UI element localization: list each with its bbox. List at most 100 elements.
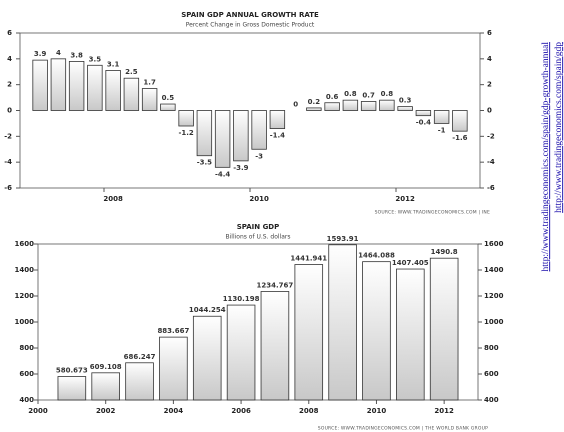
x-tick-label: 2008 xyxy=(103,195,123,203)
value-label: 3.1 xyxy=(107,60,120,68)
value-label: 686.247 xyxy=(124,353,156,361)
chart-subtitle: Billions of U.S. dollars xyxy=(226,234,291,241)
value-label: 0.3 xyxy=(399,97,412,105)
bar xyxy=(123,77,140,111)
value-label: 0.8 xyxy=(381,90,394,98)
bar xyxy=(141,88,158,111)
x-tick-label: 2008 xyxy=(299,407,319,415)
bar xyxy=(178,110,194,127)
bar xyxy=(362,261,391,401)
chart-title: SPAIN GDP xyxy=(237,223,280,231)
value-label: 3.8 xyxy=(70,51,83,59)
bar xyxy=(160,103,176,111)
value-label: 0.5 xyxy=(162,94,175,102)
y-tick-label: 4 xyxy=(7,55,12,63)
bar xyxy=(105,70,121,111)
x-tick-label: 2012 xyxy=(395,195,415,203)
bar xyxy=(226,304,256,401)
bar xyxy=(328,244,357,401)
bar xyxy=(32,59,48,111)
value-label: -4.4 xyxy=(215,170,230,178)
value-label: 1130.198 xyxy=(223,295,260,303)
y-tick-label: 6 xyxy=(7,29,12,37)
bar xyxy=(429,257,459,401)
bar xyxy=(233,110,249,162)
y-tick-label: 1400 xyxy=(15,266,35,274)
value-label: 0.8 xyxy=(344,90,357,98)
bar xyxy=(342,99,359,111)
y-tick-label: 600 xyxy=(19,370,34,378)
y-tick-label: -2 xyxy=(4,132,12,140)
y-tick-label: 800 xyxy=(19,344,34,352)
y-tick-label: 1600 xyxy=(15,240,35,248)
bar xyxy=(57,376,87,401)
bar xyxy=(192,315,222,401)
chart-subtitle: Percent Change in Gross Domestic Product xyxy=(186,22,315,29)
bar xyxy=(251,110,267,150)
value-label: 580.673 xyxy=(56,367,88,375)
value-label: 883.667 xyxy=(157,327,189,335)
x-tick-label: 2012 xyxy=(434,407,454,415)
bar xyxy=(196,110,213,157)
value-label: 3.9 xyxy=(34,50,47,58)
value-label: -1.4 xyxy=(270,132,285,140)
value-label: 0 xyxy=(293,101,298,109)
bar xyxy=(397,106,413,111)
source: SOURCE: WWW.TRADINGECONOMICS.COM | THE W… xyxy=(318,426,488,432)
value-label: 1441.941 xyxy=(290,255,327,263)
value-label: 1464.088 xyxy=(358,252,395,260)
bar xyxy=(50,58,67,111)
y-tick-label: 1600 xyxy=(484,240,504,248)
y-tick-label: 1200 xyxy=(15,292,35,300)
bar xyxy=(360,101,377,111)
y-tick-label: -4 xyxy=(487,158,495,166)
value-label: -3.5 xyxy=(197,159,212,167)
bar xyxy=(269,110,286,129)
bar xyxy=(396,268,425,401)
bar xyxy=(68,61,85,111)
x-tick-label: 2010 xyxy=(367,407,387,415)
y-tick-label: -4 xyxy=(4,158,12,166)
value-label: 609.108 xyxy=(90,363,122,371)
source: SOURCE: WWW.TRADINGECONOMICS.COM | INE xyxy=(375,210,490,216)
bar xyxy=(452,110,468,132)
y-tick-label: 1400 xyxy=(484,266,504,274)
value-label: -3.9 xyxy=(233,164,248,172)
chart-title: SPAIN GDP ANNUAL GROWTH RATE xyxy=(181,11,319,19)
y-tick-label: 600 xyxy=(484,370,499,378)
value-label: -1 xyxy=(438,126,446,134)
value-label: 1234.767 xyxy=(257,281,294,289)
y-tick-label: 400 xyxy=(484,396,499,404)
link[interactable]: http://www.tradingeconomics.com/spain/gd… xyxy=(541,42,551,272)
y-tick-label: 4 xyxy=(487,55,492,63)
y-tick-label: 1000 xyxy=(15,318,35,326)
x-tick-label: 2004 xyxy=(164,407,184,415)
value-label: -3 xyxy=(255,152,263,160)
bar xyxy=(415,110,432,117)
y-tick-label: 2 xyxy=(7,81,12,89)
value-label: 1407.405 xyxy=(392,259,429,267)
y-tick-label: -2 xyxy=(487,132,495,140)
y-tick-label: 1000 xyxy=(484,318,504,326)
value-label: 1593.91 xyxy=(327,235,359,243)
x-tick-label: 2010 xyxy=(249,195,269,203)
value-label: 2.5 xyxy=(125,68,138,76)
y-tick-label: 1200 xyxy=(484,292,504,300)
bar xyxy=(260,291,290,401)
y-tick-label: 2 xyxy=(487,81,492,89)
x-tick-label: 2000 xyxy=(28,407,48,415)
x-tick-label: 2006 xyxy=(231,407,251,415)
value-label: 3.5 xyxy=(89,55,102,63)
y-tick-label: 6 xyxy=(487,29,492,37)
bar xyxy=(294,264,324,401)
value-label: 0.2 xyxy=(308,98,321,106)
y-tick-label: -6 xyxy=(487,184,495,192)
value-label: -1.6 xyxy=(452,134,467,142)
bar xyxy=(379,99,395,111)
bar xyxy=(91,372,120,401)
y-tick-label: 400 xyxy=(19,396,34,404)
link[interactable]: http://www.tradingeconomics.com/spain/gd… xyxy=(554,42,564,213)
value-label: 0.6 xyxy=(326,93,339,101)
bar xyxy=(87,64,103,111)
